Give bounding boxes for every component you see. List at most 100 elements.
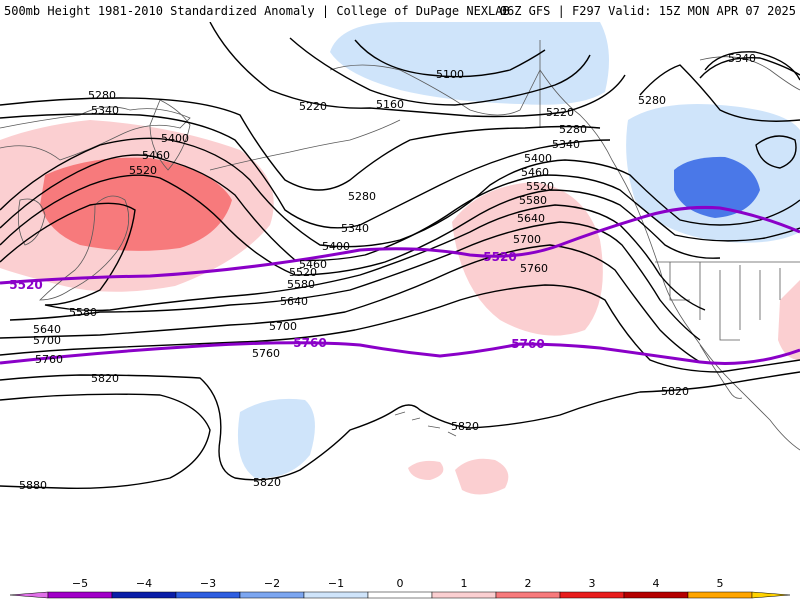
- negative-anomaly-subtropics: [237, 398, 315, 479]
- north-america-coastline: [639, 214, 800, 451]
- reference-contour-labels: 5520 5520 5760 5760: [9, 250, 544, 351]
- strong-negative-anomaly-low: [674, 156, 760, 218]
- contour-5340-low-ring: [755, 135, 797, 169]
- label-5640-mid: 5640: [280, 295, 308, 308]
- model-run-info: 06Z GFS | F297 Valid: 15Z MON APR 07 202…: [499, 4, 796, 18]
- label-5340-east: 5340: [552, 138, 580, 151]
- colorbar-tick-label: 4: [653, 577, 660, 590]
- label-5580-mid: 5580: [287, 278, 315, 291]
- contour-5520: [0, 174, 721, 276]
- label-5220-east: 5220: [546, 106, 574, 119]
- label-5520-east: 5520: [526, 180, 554, 193]
- colorbar-segment: [495, 591, 561, 599]
- positive-anomaly-subtropics-1: [408, 460, 444, 480]
- colorbar-tick-label: −3: [200, 577, 216, 590]
- label-5400-mid: 5400: [322, 240, 350, 253]
- label-5160: 5160: [376, 98, 404, 111]
- colorbar-high-end: [751, 591, 791, 599]
- map-title: 500mb Height 1981-2010 Standardized Anom…: [4, 4, 510, 18]
- label-5700-mid: 5700: [269, 320, 297, 333]
- contour-5400: [0, 137, 800, 248]
- colorbar-tick-label: −5: [72, 577, 88, 590]
- ref-label-5520-east: 5520: [483, 250, 516, 264]
- state-borders: [669, 262, 781, 341]
- label-5520-west: 5520: [129, 164, 157, 177]
- contour-5280-high-ring: [704, 51, 800, 81]
- label-5400-east: 5400: [524, 152, 552, 165]
- colorbar-segment: [47, 591, 113, 599]
- colorbar-segments: [9, 591, 791, 599]
- colorbar-segment: [687, 591, 753, 599]
- contour-5460: [0, 154, 800, 262]
- label-5460-east: 5460: [521, 166, 549, 179]
- label-5820-west: 5820: [91, 372, 119, 385]
- colorbar-tick-label: 3: [589, 577, 596, 590]
- label-5820-east: 5820: [661, 385, 689, 398]
- colorbar-segment: [175, 591, 241, 599]
- label-5280-ne: 5280: [638, 94, 666, 107]
- colorbar-tick-label: −2: [264, 577, 280, 590]
- height-contours: [0, 22, 800, 489]
- contour-labels: 5100 5160 5220 5220 5280 5280 5280 5280 …: [19, 52, 756, 492]
- label-5580-west: 5580: [69, 306, 97, 319]
- label-5460-west: 5460: [142, 149, 170, 162]
- label-5580-east: 5580: [519, 194, 547, 207]
- colorbar-tick-label: −4: [136, 577, 152, 590]
- colorbar-tick-labels: −5 −4 −3 −2 −1 0 1 2 3 4 5: [72, 577, 724, 590]
- japan-outline: [39, 195, 130, 301]
- colorbar-tick-label: 1: [461, 577, 468, 590]
- title-bar: 500mb Height 1981-2010 Standardized Anom…: [0, 0, 800, 22]
- contour-5340-east: [699, 56, 800, 79]
- label-5880: 5880: [19, 479, 47, 492]
- label-5760-east: 5760: [520, 262, 548, 275]
- colorbar-segment: [367, 591, 433, 599]
- label-5280-mid: 5280: [348, 190, 376, 203]
- colorbar-tick-label: 0: [397, 577, 404, 590]
- label-5340-ne: 5340: [728, 52, 756, 65]
- contour-5340-west: [0, 113, 611, 229]
- contour-5280-east: [639, 64, 800, 122]
- ref-label-5760-west: 5760: [293, 336, 326, 350]
- label-5460-mid: 5460: [299, 258, 327, 271]
- colorbar-low-end: [9, 591, 49, 599]
- kamchatka-outline: [149, 99, 191, 171]
- positive-anomaly-subtropics-2: [455, 458, 509, 495]
- contour-5280-west: [0, 97, 601, 191]
- colorbar-tick-label: −1: [328, 577, 344, 590]
- label-5280-west: 5280: [88, 89, 116, 102]
- label-5220-west: 5220: [299, 100, 327, 113]
- anomaly-shading: [0, 22, 800, 495]
- contour-5760: [0, 284, 800, 373]
- colorbar-segment: [111, 591, 177, 599]
- positive-anomaly-central-pacific: [452, 182, 603, 336]
- label-5640-west: 5640: [33, 323, 61, 336]
- colorbar-segment: [559, 591, 625, 599]
- colorbar-tick-label: 2: [525, 577, 532, 590]
- contour-5160: [289, 37, 591, 106]
- colorbar-segment: [239, 591, 305, 599]
- label-5340-west: 5340: [91, 104, 119, 117]
- label-5400-west: 5400: [161, 132, 189, 145]
- colorbar-tick-label: 5: [717, 577, 724, 590]
- hawaiian-islands: [394, 411, 457, 437]
- ref-label-5760-east: 5760: [511, 337, 544, 351]
- contour-5700: [0, 244, 701, 363]
- anomaly-colorbar: −5 −4 −3 −2 −1 0 1 2 3 4 5: [9, 577, 791, 599]
- korea-outline: [17, 198, 46, 246]
- label-5280-east: 5280: [559, 123, 587, 136]
- label-5820-hawaii: 5820: [451, 420, 479, 433]
- colorbar-segment: [303, 591, 369, 599]
- colorbar-segment: [623, 591, 689, 599]
- height-anomaly-map: 5100 5160 5220 5220 5280 5280 5280 5280 …: [0, 22, 800, 495]
- label-5820-mid: 5820: [253, 476, 281, 489]
- coastlines: [0, 40, 800, 451]
- aleutian-islands: [209, 119, 401, 171]
- contour-5100: [354, 39, 546, 78]
- reference-contours: [0, 205, 800, 365]
- reference-contour-5520: [0, 205, 800, 285]
- strong-positive-anomaly-west-pacific: [40, 157, 232, 251]
- label-5100: 5100: [436, 68, 464, 81]
- negative-anomaly-alaska: [330, 22, 609, 105]
- ref-label-5520-west: 5520: [9, 278, 42, 292]
